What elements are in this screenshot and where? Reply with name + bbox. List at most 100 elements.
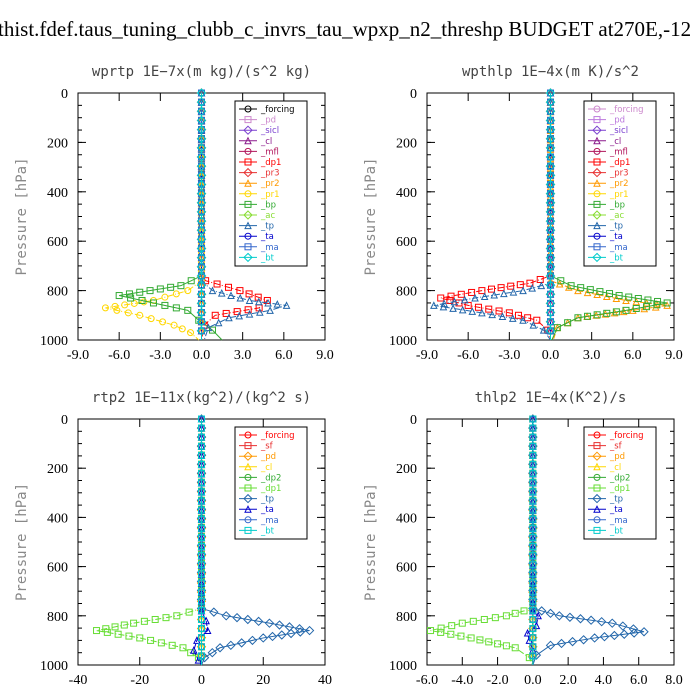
marker bbox=[198, 570, 205, 578]
marker bbox=[529, 643, 537, 651]
marker bbox=[244, 200, 252, 208]
marker bbox=[273, 300, 282, 308]
y-tick-label: 0 bbox=[410, 87, 417, 102]
marker bbox=[136, 288, 144, 296]
y-tick-label: 1000 bbox=[389, 659, 417, 674]
marker bbox=[196, 97, 207, 107]
legend-label: _pr2 bbox=[609, 179, 629, 189]
legend-label: _pd bbox=[260, 452, 276, 462]
marker bbox=[653, 301, 661, 309]
marker bbox=[198, 643, 205, 651]
marker bbox=[593, 243, 601, 251]
marker bbox=[244, 116, 252, 124]
marker bbox=[529, 506, 537, 514]
marker bbox=[198, 442, 205, 450]
marker bbox=[162, 614, 170, 622]
marker bbox=[615, 292, 623, 300]
x-tick-label: 0.0 bbox=[524, 673, 542, 688]
marker bbox=[529, 470, 537, 478]
legend-label: _dp1 bbox=[260, 158, 281, 168]
y-axis-label: Pressure [hPa] bbox=[14, 483, 30, 601]
marker bbox=[282, 301, 291, 309]
x-tick-label: -40 bbox=[69, 673, 88, 688]
y-tick-label: 800 bbox=[396, 285, 417, 300]
x-tick-label: 20 bbox=[256, 673, 270, 688]
marker bbox=[478, 287, 486, 295]
marker bbox=[217, 288, 226, 297]
marker bbox=[592, 210, 602, 220]
series-line bbox=[433, 93, 551, 341]
marker bbox=[502, 612, 510, 620]
marker bbox=[545, 316, 556, 327]
series-dp1 bbox=[93, 415, 205, 666]
marker bbox=[196, 216, 207, 226]
marker bbox=[663, 299, 671, 307]
marker bbox=[606, 290, 614, 298]
marker bbox=[545, 134, 556, 144]
marker bbox=[196, 207, 207, 217]
marker bbox=[127, 294, 135, 302]
marker bbox=[196, 307, 207, 318]
marker bbox=[256, 308, 264, 316]
marker bbox=[187, 277, 195, 285]
marker bbox=[485, 305, 493, 313]
marker bbox=[156, 285, 164, 293]
marker bbox=[529, 488, 537, 496]
marker bbox=[244, 442, 252, 450]
legend-label: _pd bbox=[609, 116, 625, 126]
marker bbox=[536, 606, 547, 616]
marker bbox=[198, 515, 205, 523]
marker bbox=[196, 161, 207, 171]
marker bbox=[196, 198, 207, 208]
marker bbox=[215, 643, 225, 653]
marker bbox=[211, 311, 219, 319]
series-bt bbox=[545, 88, 556, 340]
marker bbox=[294, 624, 305, 634]
marker bbox=[531, 650, 542, 660]
marker bbox=[244, 221, 252, 230]
marker bbox=[111, 623, 119, 631]
marker bbox=[449, 304, 457, 312]
y-tick-label: 400 bbox=[47, 511, 68, 526]
marker bbox=[564, 283, 573, 291]
marker bbox=[545, 243, 556, 254]
marker bbox=[194, 655, 203, 664]
legend-label: _mfl bbox=[609, 147, 628, 157]
marker bbox=[545, 152, 556, 162]
marker bbox=[136, 311, 144, 319]
marker bbox=[575, 614, 586, 624]
marker bbox=[545, 252, 556, 263]
marker bbox=[198, 533, 205, 541]
marker bbox=[244, 105, 252, 113]
marker bbox=[213, 280, 221, 288]
marker bbox=[629, 306, 637, 314]
marker bbox=[447, 292, 455, 300]
marker bbox=[196, 179, 207, 190]
marker bbox=[198, 524, 205, 532]
legend-label: _ma bbox=[260, 516, 279, 526]
marker bbox=[450, 297, 459, 306]
marker bbox=[437, 294, 445, 302]
marker bbox=[198, 470, 205, 478]
legend-label: _bt bbox=[609, 253, 624, 263]
marker bbox=[198, 488, 205, 496]
marker bbox=[277, 630, 287, 640]
marker bbox=[529, 561, 537, 569]
marker bbox=[545, 188, 556, 199]
legend-label: _ta bbox=[260, 232, 274, 242]
marker bbox=[593, 232, 601, 240]
marker bbox=[545, 289, 556, 299]
marker bbox=[437, 628, 445, 636]
marker bbox=[511, 644, 519, 652]
marker bbox=[545, 271, 556, 281]
y-tick-label: 200 bbox=[47, 136, 68, 151]
x-tick-label: 6.0 bbox=[624, 348, 642, 363]
x-tick-label: -9.0 bbox=[67, 348, 89, 363]
marker bbox=[593, 116, 601, 124]
marker bbox=[593, 221, 601, 230]
y-tick-label: 600 bbox=[396, 235, 417, 250]
marker bbox=[161, 293, 169, 301]
panel-1: wprtp 1E−7x(m kg)/(s^2 kg) Pressure [hPa]… bbox=[14, 64, 334, 363]
marker bbox=[198, 561, 205, 569]
marker bbox=[545, 179, 556, 190]
